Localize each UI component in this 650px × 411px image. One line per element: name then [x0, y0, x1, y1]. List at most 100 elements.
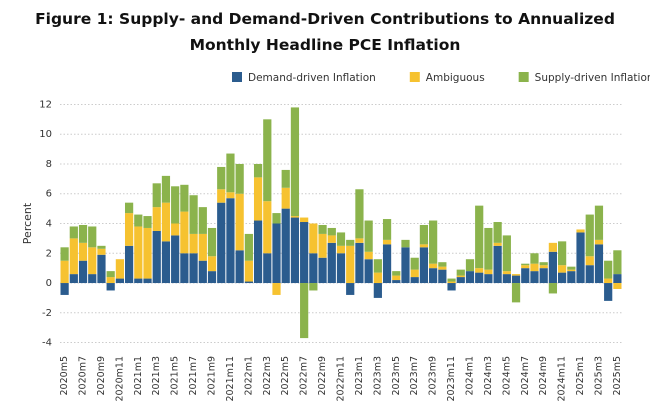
bar-segment	[521, 268, 530, 284]
bar-segment	[594, 239, 604, 245]
bar-segment	[180, 184, 189, 212]
x-tick-label: 2022m7	[299, 356, 310, 395]
x-tick-label: 2021m11	[225, 356, 236, 402]
bar-segment	[281, 208, 290, 284]
bar-segment	[355, 238, 364, 243]
bar-segment	[198, 260, 207, 284]
bar-segment	[180, 211, 189, 254]
x-tick-label: 2022m9	[317, 356, 328, 395]
bar-segment	[207, 227, 217, 257]
bar-segment	[189, 233, 198, 254]
bar-segment	[244, 281, 253, 284]
bar-segment	[263, 201, 272, 254]
bar-segment	[180, 253, 189, 284]
bar-segment	[106, 277, 115, 284]
bar-segment	[410, 269, 419, 278]
bar-segment	[373, 283, 382, 298]
bar-segment	[198, 233, 207, 261]
x-tick-label: 2023m9	[428, 356, 439, 395]
bar-segment	[97, 254, 106, 284]
bar-segment	[456, 277, 465, 284]
bar-segment	[143, 216, 152, 228]
bar-segment	[548, 283, 558, 294]
bar-segment	[475, 268, 484, 273]
bar-segment	[567, 269, 576, 272]
bar-segment	[115, 278, 124, 284]
bar-segment	[530, 253, 539, 264]
bar-segment	[438, 269, 447, 284]
bar-segment	[585, 214, 594, 257]
bar-segment	[263, 119, 272, 202]
bar-segment	[521, 263, 530, 266]
y-axis-label: Percent	[21, 202, 34, 244]
bar-segment	[60, 283, 69, 295]
bar-segment	[253, 163, 263, 178]
bar-segment	[410, 277, 419, 284]
bar-segment	[69, 274, 78, 284]
bar-segment	[281, 187, 290, 209]
bar-segment	[226, 192, 235, 199]
bar-segment	[438, 266, 447, 270]
x-tick-label: 2020m11	[114, 356, 125, 402]
bar-segment	[207, 256, 217, 272]
bar-segment	[318, 257, 327, 284]
bar-segment	[364, 259, 373, 284]
bar-segment	[97, 248, 106, 255]
bar-segment	[594, 244, 604, 284]
bar-segment	[106, 283, 115, 291]
bar-segment	[253, 220, 263, 284]
bar-segment	[382, 244, 392, 284]
x-tick-label: 2024m1	[464, 356, 475, 395]
bar-segment	[419, 244, 429, 248]
bar-segment	[106, 271, 115, 278]
bar-segment	[124, 245, 134, 284]
x-tick-label: 2020m7	[78, 356, 89, 395]
bar-segment	[419, 247, 429, 284]
x-tick-label: 2024m11	[557, 356, 568, 402]
bar-segment	[355, 189, 364, 239]
x-tick-label: 2021m7	[188, 356, 199, 395]
bar-segment	[429, 220, 438, 264]
bar-segment	[539, 262, 548, 266]
bar-segment	[465, 271, 475, 284]
bar-segment	[318, 233, 327, 258]
bar-segment	[60, 247, 69, 261]
bar-segment	[604, 283, 613, 301]
bar-segment	[281, 169, 290, 188]
x-tick-label: 2023m1	[354, 356, 365, 395]
bar-segment	[226, 198, 235, 284]
bar-segment	[124, 202, 134, 214]
bar-segment	[456, 269, 465, 276]
bar-segment	[392, 280, 401, 284]
bar-segment	[530, 271, 539, 284]
bar-segment	[539, 268, 548, 284]
bar-segment	[576, 229, 585, 233]
x-tick-label: 2020m5	[59, 356, 70, 395]
x-tick-label: 2024m3	[483, 356, 494, 395]
bar-segment	[410, 257, 419, 270]
bar-segment	[300, 283, 309, 339]
bar-segment	[346, 283, 355, 295]
bar-segment	[217, 202, 226, 284]
bar-segment	[134, 214, 143, 227]
bar-segment	[484, 269, 493, 275]
bar-segment	[143, 278, 152, 284]
bar-segment	[539, 265, 548, 269]
bar-segment	[530, 263, 539, 272]
bar-segment	[604, 278, 613, 284]
bar-segment	[263, 253, 272, 284]
x-tick-label: 2021m3	[151, 356, 162, 395]
bar-segment	[171, 223, 180, 236]
bar-segment	[511, 274, 521, 276]
bar-segment	[373, 259, 382, 273]
bar-segment	[604, 260, 613, 279]
bar-segment	[336, 253, 346, 284]
bar-segment	[290, 216, 300, 218]
bar-segment	[124, 213, 134, 246]
y-tick-label: 10	[39, 129, 52, 140]
bar-segment	[78, 242, 88, 261]
bar-segment	[382, 219, 392, 240]
bar-segment	[152, 230, 161, 284]
